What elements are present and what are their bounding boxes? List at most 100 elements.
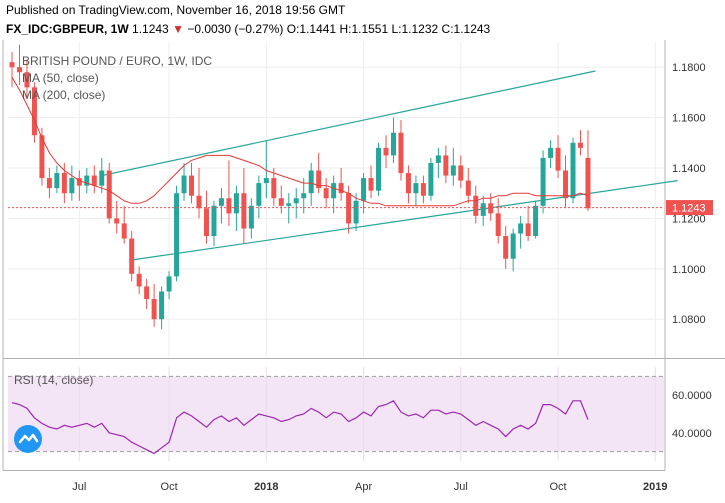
candle-body [383, 147, 389, 156]
candle-body [555, 147, 561, 171]
candle-body [233, 193, 239, 214]
candle-body [488, 203, 494, 214]
candle-body [518, 223, 524, 234]
rsi-title: RSI (14, close) [14, 373, 93, 387]
candle-body [286, 203, 292, 206]
candle-body [398, 132, 404, 174]
candle-body [151, 299, 157, 320]
candle-body [570, 142, 576, 199]
candle-body [540, 157, 546, 206]
candle-body [465, 180, 471, 196]
candle-body [533, 205, 539, 237]
candle-body [114, 218, 120, 224]
candle-body [368, 178, 374, 191]
rsi-tick-label: 60.0000 [672, 390, 712, 402]
candle-body [346, 193, 352, 224]
candle-body [525, 223, 531, 237]
rsi-panel [8, 375, 664, 455]
candle-body [39, 135, 45, 179]
candle-body [159, 291, 165, 320]
y-tick-label: 1.0800 [672, 314, 706, 326]
tradingview-cloud-icon [14, 425, 42, 453]
candle-body [129, 238, 135, 274]
candle-body [278, 198, 284, 206]
price-change: −0.0030 (−0.27%) [187, 22, 284, 36]
publish-info: Published on TradingView.com, November 1… [6, 3, 346, 17]
candle-body [510, 233, 516, 259]
candle-body [308, 170, 314, 194]
candle-body [361, 178, 367, 201]
candle-body [218, 198, 224, 206]
candle-body [390, 132, 396, 156]
rsi-tick-label: 40.0000 [672, 428, 712, 440]
trend-channel [101, 70, 678, 261]
candle-body [106, 170, 112, 219]
candle-body [353, 200, 359, 224]
candle-body [46, 178, 52, 189]
candle-body [428, 162, 434, 196]
candle-body [91, 175, 97, 186]
candle-body [136, 273, 142, 287]
vertical-gridlines [78, 42, 656, 461]
candle-body [196, 195, 202, 209]
candle-body [166, 276, 172, 292]
candle-body [293, 198, 299, 204]
candle-body [181, 175, 187, 194]
candle-body [405, 173, 411, 194]
candle-body [226, 198, 232, 214]
candle-body [203, 208, 209, 237]
candle-body [503, 236, 509, 259]
candle-body [458, 165, 464, 181]
candle-body [413, 183, 419, 194]
x-tick-label: Jul [454, 481, 468, 493]
candle-body [99, 170, 105, 186]
candle-body [420, 183, 426, 196]
x-tick-label: 2018 [254, 481, 278, 493]
candle-body [376, 147, 382, 191]
candle-body [54, 173, 60, 189]
candle-body [495, 213, 501, 237]
candle-body [256, 183, 262, 206]
candle-body [61, 173, 67, 194]
rsi-band-background [8, 376, 664, 452]
candle-body [241, 193, 247, 229]
legend-ma200: MA (200, close) [22, 88, 105, 102]
candle-body [585, 157, 591, 209]
candle-body [473, 195, 479, 216]
candle-body [331, 183, 337, 199]
candle-body [271, 178, 277, 199]
candle-body [435, 155, 441, 163]
candle-body [263, 178, 269, 184]
last-price-tag: 1.1243 [666, 200, 713, 216]
chart-frame [2, 40, 725, 471]
candle-body [9, 62, 15, 68]
y-tick-label: 1.1600 [672, 113, 706, 125]
x-tick-label: Oct [161, 481, 178, 493]
candle-body [31, 87, 37, 136]
candles [9, 44, 591, 330]
candle-body [121, 223, 127, 239]
symbol-quote-line: FX_IDC:GBPEUR, 1W 1.1243 ▼ −0.0030 (−0.2… [6, 22, 490, 36]
x-tick-label: Oct [549, 481, 566, 493]
candle-body [24, 72, 30, 88]
last-price: 1.1243 [132, 22, 169, 36]
ma50-line [11, 77, 589, 207]
y-tick-label: 1.1400 [672, 163, 706, 175]
x-axis-labels: Jul Oct 2018 Apr Jul Oct 2019 [72, 481, 667, 493]
channel-line [101, 70, 596, 177]
candle-body [563, 170, 569, 199]
down-arrow-icon: ▼ [172, 22, 184, 36]
x-tick-label: 2019 [643, 481, 667, 493]
candle-body [443, 155, 449, 176]
candle-body [480, 203, 486, 216]
candle-body [174, 193, 180, 277]
candle-body [316, 170, 322, 189]
candle-body [301, 193, 307, 199]
legend-ma50: MA (50, close) [22, 71, 99, 85]
y-axis-labels: 1.1800 1.1600 1.1400 1.1200 1.1000 1.0800 60.0… [672, 62, 712, 440]
y-tick-label: 1.1200 [672, 213, 706, 225]
candle-body [248, 205, 254, 229]
last-price-tag-label: 1.1243 [672, 203, 706, 215]
candle-body [69, 178, 75, 194]
